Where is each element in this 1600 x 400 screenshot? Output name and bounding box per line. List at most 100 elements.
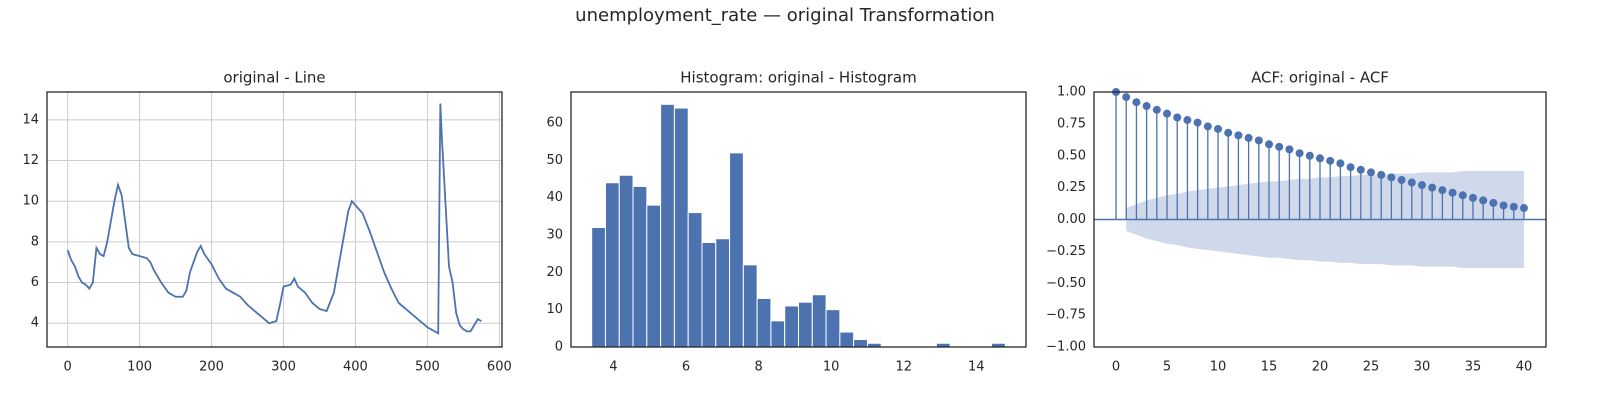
acf-marker <box>1234 131 1243 140</box>
y-tick-label: 1.00 <box>1057 85 1086 100</box>
y-tick-label: 0.50 <box>1057 148 1086 163</box>
subplot-title: original - Line <box>223 69 325 87</box>
histogram-bar <box>839 331 855 348</box>
histogram-bar <box>660 103 675 348</box>
x-tick-label: 4 <box>609 360 617 375</box>
x-tick-label: 10 <box>823 360 840 375</box>
histogram-bar <box>591 227 606 348</box>
x-tick-label: 400 <box>343 360 368 375</box>
acf-marker <box>1132 98 1141 107</box>
histogram-bar <box>604 182 620 348</box>
subplot-title: Histogram: original - Histogram <box>680 69 916 87</box>
acf-marker <box>1173 113 1182 122</box>
y-tick-label: −0.25 <box>1046 244 1086 259</box>
histogram-bar <box>632 185 648 348</box>
y-tick-label: 12 <box>22 153 39 168</box>
acf-marker <box>1305 151 1314 160</box>
x-tick-label: 12 <box>895 360 912 375</box>
y-tick-label: 10 <box>22 194 39 209</box>
histogram-bar <box>742 264 758 348</box>
x-tick-label: 200 <box>199 360 224 375</box>
histogram-bar <box>715 238 731 348</box>
acf-marker <box>1438 186 1447 195</box>
subplot-title: ACF: original - ACF <box>1251 69 1389 87</box>
acf-marker <box>1163 109 1172 118</box>
histogram-bar <box>770 320 786 348</box>
acf-marker <box>1489 198 1498 207</box>
x-tick-label: 100 <box>127 360 152 375</box>
x-tick-label: 10 <box>1210 360 1227 375</box>
acf-marker <box>1458 191 1467 200</box>
acf-marker <box>1509 202 1518 211</box>
y-tick-label: 8 <box>31 234 39 249</box>
axes-frame <box>570 91 1027 348</box>
acf-marker <box>1366 168 1375 177</box>
histogram-bar <box>756 297 772 348</box>
x-tick-label: 300 <box>271 360 296 375</box>
acf-marker <box>1387 173 1396 182</box>
histogram-bar <box>673 107 689 348</box>
acf-marker <box>1336 159 1345 168</box>
x-tick-label: 0 <box>64 360 72 375</box>
acf-marker <box>1244 133 1253 142</box>
acf-marker <box>1122 93 1131 102</box>
histogram-bar <box>729 152 744 348</box>
acf-marker <box>1265 140 1274 149</box>
acf-marker <box>1203 122 1212 131</box>
acf-marker <box>1417 181 1426 190</box>
x-tick-label: 35 <box>1465 360 1482 375</box>
x-tick-label: 500 <box>415 360 440 375</box>
acf-marker <box>1183 116 1192 125</box>
y-tick-label: 0.75 <box>1057 116 1086 131</box>
acf-marker <box>1499 201 1508 210</box>
y-tick-label: 6 <box>31 275 39 290</box>
y-tick-label: 0.25 <box>1057 180 1086 195</box>
y-tick-label: 20 <box>546 265 563 280</box>
histogram-bar <box>784 305 799 348</box>
acf-marker <box>1468 193 1477 202</box>
x-tick-label: 15 <box>1261 360 1278 375</box>
x-tick-label: 30 <box>1414 360 1431 375</box>
x-tick-label: 25 <box>1363 360 1380 375</box>
acf-marker <box>1397 175 1406 184</box>
x-tick-label: 600 <box>487 360 512 375</box>
figure-title: unemployment_rate — original Transformat… <box>575 5 995 26</box>
acf-marker <box>1407 178 1416 187</box>
acf-marker <box>1193 118 1202 127</box>
histogram-bar <box>825 309 841 348</box>
y-tick-label: 60 <box>546 115 563 130</box>
x-tick-label: 8 <box>754 360 762 375</box>
y-tick-label: 14 <box>22 112 39 127</box>
acf-marker <box>1316 154 1324 163</box>
y-tick-label: 40 <box>546 190 563 205</box>
x-tick-label: 6 <box>682 360 690 375</box>
acf-marker <box>1275 142 1284 151</box>
y-tick-label: 0.00 <box>1057 212 1086 227</box>
acf-marker <box>1346 163 1355 172</box>
acf-marker <box>1142 102 1151 111</box>
axes-frame <box>46 91 503 348</box>
acf-marker <box>1224 128 1233 137</box>
x-tick-label: 40 <box>1516 360 1533 375</box>
acf-marker <box>1428 183 1437 192</box>
y-tick-label: −0.50 <box>1046 276 1086 291</box>
acf-marker <box>1285 145 1294 154</box>
x-tick-label: 5 <box>1163 360 1171 375</box>
histogram-bar <box>811 294 827 348</box>
x-tick-label: 14 <box>968 360 985 375</box>
histogram-bar <box>853 339 868 348</box>
y-tick-label: −1.00 <box>1046 340 1086 355</box>
acf-marker <box>1295 149 1304 158</box>
series-line <box>66 103 482 335</box>
histogram-bar <box>687 212 703 348</box>
y-tick-label: 0 <box>555 340 563 355</box>
y-tick-label: 10 <box>546 302 563 317</box>
histogram-bar <box>798 301 813 348</box>
acf-marker <box>1254 136 1263 145</box>
x-tick-label: 20 <box>1312 360 1329 375</box>
histogram-bar <box>646 204 662 348</box>
acf-marker <box>1519 204 1528 213</box>
y-tick-label: 30 <box>546 227 563 242</box>
acf-marker <box>1377 170 1386 179</box>
